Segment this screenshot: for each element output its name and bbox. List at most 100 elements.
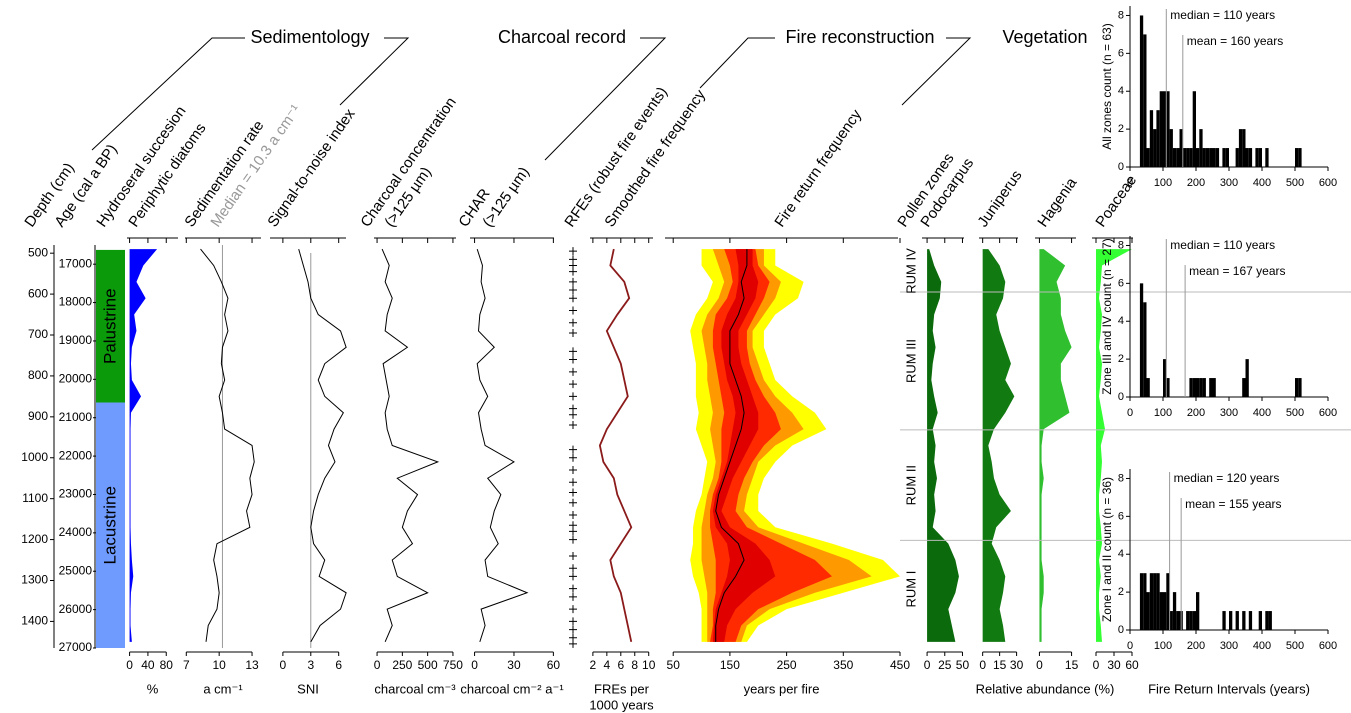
- fire-event: [569, 347, 577, 356]
- x-tick-label: 500: [1286, 177, 1304, 189]
- y-tick-label: 800: [28, 368, 48, 382]
- y2-tick-label: 27000: [59, 640, 93, 654]
- bar: [1192, 91, 1196, 167]
- area: [129, 249, 158, 642]
- fire-event: [569, 318, 577, 327]
- x-tick-label: 3: [307, 658, 314, 672]
- x-axis-label: %: [147, 681, 159, 696]
- bar: [1166, 573, 1170, 630]
- y-tick-label: 700: [28, 327, 48, 341]
- y-tick-label: 0: [1118, 161, 1124, 173]
- fire-event: [569, 328, 577, 337]
- bar: [1268, 611, 1272, 630]
- fire-event: [569, 294, 577, 303]
- bar: [1295, 148, 1299, 167]
- bar: [1172, 592, 1177, 630]
- fire-event: [569, 421, 577, 430]
- x-tick-label: 300: [1220, 177, 1238, 189]
- bar: [1215, 148, 1220, 167]
- bar: [1146, 148, 1150, 167]
- fire-event: [569, 625, 577, 634]
- x-tick-label: 500: [1286, 640, 1304, 652]
- bar: [1139, 573, 1144, 630]
- y2-tick-label: 17000: [59, 256, 93, 270]
- x-tick-label: 50: [956, 658, 970, 672]
- bar: [1265, 611, 1269, 630]
- y-tick-label: 6: [1118, 510, 1124, 522]
- x-tick-label: 100: [1154, 640, 1172, 652]
- bar: [1242, 378, 1246, 397]
- x-axis-label: FREs per: [594, 681, 650, 696]
- x-tick-label: 30: [1010, 658, 1024, 672]
- bar: [1186, 148, 1190, 167]
- lithology-unit: [96, 402, 125, 648]
- x-tick-label: 15: [993, 658, 1007, 672]
- annotation-label: median = 120 years: [1174, 471, 1280, 485]
- y-tick-label: 8: [1118, 239, 1124, 251]
- fire-event: [569, 535, 577, 544]
- group-header: Fire reconstruction: [785, 27, 934, 47]
- lithology-label: Lacustrine: [100, 486, 119, 564]
- bar: [1143, 302, 1147, 397]
- y2-tick-label: 20000: [59, 372, 93, 386]
- x-tick-label: 750: [443, 658, 463, 672]
- x-tick-label: 300: [1220, 640, 1238, 652]
- bar: [1295, 378, 1299, 397]
- x-tick-label: 400: [1253, 407, 1271, 419]
- x-tick-label: 30: [507, 658, 521, 672]
- area: [1039, 249, 1072, 642]
- x-tick-label: 60: [1125, 658, 1139, 672]
- curve: [476, 248, 529, 643]
- x-tick-label: 0: [979, 658, 986, 672]
- bar: [1255, 148, 1259, 167]
- fire-event: [569, 511, 577, 520]
- bar: [1182, 148, 1187, 167]
- y-tick-label: 2: [1118, 353, 1124, 365]
- lithology-unit: [96, 249, 125, 403]
- y-tick-label: 0: [1118, 391, 1124, 403]
- bar: [1146, 592, 1150, 630]
- bar: [1172, 148, 1177, 167]
- y-tick-label: 4: [1118, 85, 1124, 97]
- x-tick-label: 200: [1187, 177, 1205, 189]
- x-tick-label: 600: [1319, 407, 1337, 419]
- y-tick-label: 6: [1118, 277, 1124, 289]
- bar: [1235, 148, 1239, 167]
- x-tick-label: 40: [141, 658, 155, 672]
- x-axis-label: a cm⁻¹: [203, 681, 243, 696]
- y2-tick-label: 22000: [59, 448, 93, 462]
- curve: [381, 248, 440, 643]
- bar: [1235, 611, 1239, 630]
- x-tick-label: 600: [1319, 177, 1337, 189]
- column-label: Hagenia: [1034, 174, 1080, 230]
- bar: [1222, 611, 1226, 630]
- annotation-label: mean = 160 years: [1187, 34, 1283, 48]
- y2-tick-label: 23000: [59, 487, 93, 501]
- bar: [1143, 573, 1147, 630]
- y-tick-label: 500: [28, 245, 48, 259]
- fire-event: [569, 639, 577, 648]
- x-tick-label: 500: [1286, 407, 1304, 419]
- zone-label: RUM II: [903, 465, 918, 505]
- x-tick-label: 200: [1187, 640, 1205, 652]
- fire-event: [569, 380, 577, 389]
- fire-event: [569, 605, 577, 614]
- x-tick-label: 4: [604, 658, 611, 672]
- band: [712, 249, 776, 642]
- y-tick-label: 0: [1118, 624, 1124, 636]
- bar: [1146, 378, 1150, 397]
- x-tick-label: 100: [1154, 407, 1172, 419]
- fire-event: [569, 306, 577, 315]
- x-tick-label: 50: [667, 658, 681, 672]
- bar: [1205, 148, 1210, 167]
- lithology-label: Palustrine: [100, 288, 119, 364]
- group-header: Charcoal record: [498, 27, 626, 47]
- x-axis-label: SNI: [297, 681, 319, 696]
- x-tick-label: 300: [1220, 407, 1238, 419]
- bar: [1202, 378, 1206, 397]
- bar: [1199, 378, 1203, 397]
- bar: [1179, 129, 1183, 167]
- bar: [1245, 148, 1249, 167]
- x-axis-label: years per fire: [744, 681, 820, 696]
